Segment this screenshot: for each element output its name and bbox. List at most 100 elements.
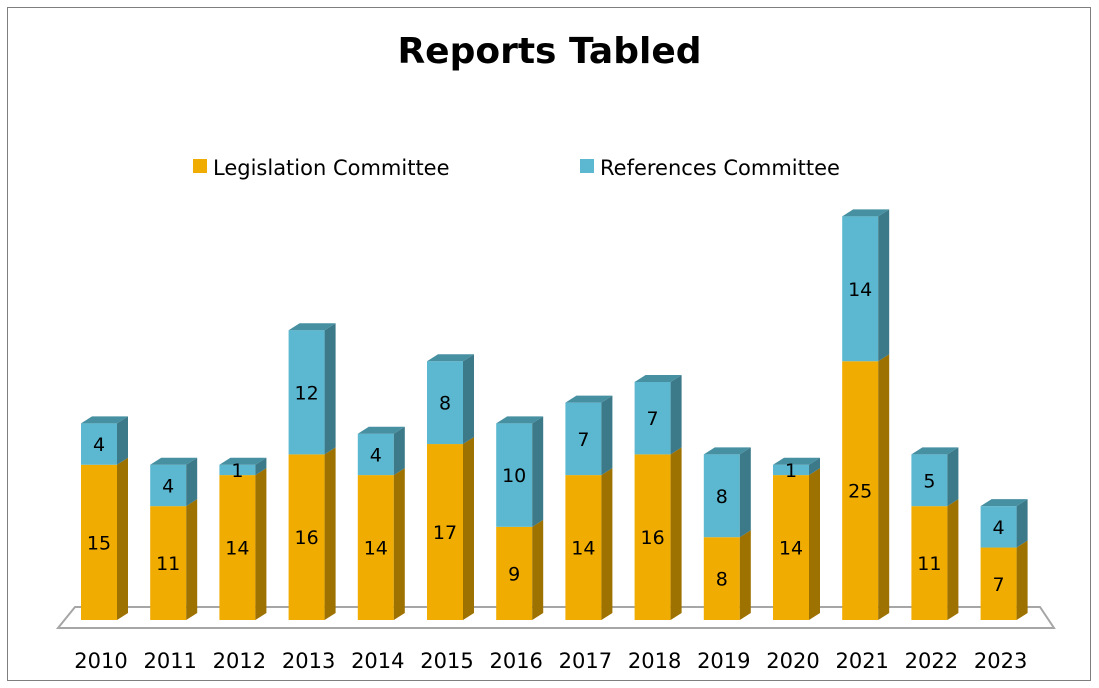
bar-references-2012-top: [219, 457, 267, 465]
x-tick-label-2011: 2011: [143, 649, 196, 673]
bar-legislation-2023-side: [1016, 540, 1028, 620]
x-axis-ticks: 2010 2011 2012 2013 2014 2015 2016 2017 2018 2019…: [74, 649, 1027, 673]
legend-label-references: References Committee: [600, 156, 840, 180]
x-tick-label-2013: 2013: [282, 649, 335, 673]
bar-legislation-2022-front: [911, 506, 948, 620]
bar-references-2010-front: [81, 423, 117, 465]
data-label-references-2021: 14: [848, 279, 872, 301]
bar-legislation-2016-front: [496, 526, 533, 620]
bar-legislation-2020-front: [773, 475, 809, 620]
bar-references-2016-top: [496, 416, 544, 424]
bar-references-2017: [565, 395, 613, 476]
bar-legislation-2017: [565, 468, 613, 620]
bar-references-2016: [496, 416, 544, 527]
bar-references-2013-side: [324, 323, 336, 455]
bar-references-2021-side: [878, 209, 890, 362]
bar-legislation-2021-front: [842, 361, 879, 620]
bar-references-2012-side: [255, 457, 267, 476]
bar-legislation-2020-side: [809, 468, 820, 620]
data-label-legislation-2014: 14: [364, 538, 388, 560]
data-label-legislation-2015: 17: [433, 522, 457, 544]
bar-references-2020-side: [809, 457, 820, 476]
data-labels: 15 4 11 4 14 1 16 12 14 4 17 8 9 10 14 7 16 7 8 8 14 1 25 14 11 5…: [87, 279, 1005, 596]
bar-legislation-2022: [911, 499, 959, 620]
bar-references-2014-side: [393, 426, 405, 476]
bar-references-2015-top: [427, 354, 474, 362]
bar-references-2021-front: [842, 216, 879, 362]
chart-floor: [55, 606, 1056, 629]
bar-references-2019-front: [703, 454, 740, 538]
bar-legislation-2013-side: [324, 447, 336, 620]
chart-title: Reports Tabled: [397, 31, 702, 72]
bar-references-2013: [288, 323, 336, 455]
bar-references-2011-top: [150, 457, 198, 465]
bar-references-2010-top: [81, 416, 128, 424]
data-label-references-2011: 4: [162, 475, 174, 497]
data-label-legislation-2017: 14: [571, 538, 595, 560]
bar-references-2014-top: [357, 426, 405, 434]
data-label-references-2019: 8: [716, 486, 728, 508]
bar-legislation-2023: [980, 540, 1028, 620]
data-label-references-2018: 7: [647, 408, 659, 430]
bar-references-2022-side: [947, 447, 959, 507]
bar-legislation-2014-side: [393, 468, 405, 620]
bar-legislation-2012-side: [255, 468, 267, 620]
bar-references-2010: [81, 416, 128, 465]
x-tick-label-2018: 2018: [628, 649, 681, 673]
data-label-references-2017: 7: [577, 429, 589, 451]
data-label-references-2010: 4: [93, 434, 105, 456]
bar-references-2018-front: [634, 381, 671, 455]
data-label-references-2015: 8: [439, 393, 451, 415]
data-label-references-2023: 4: [993, 517, 1005, 539]
x-tick-label-2023: 2023: [974, 649, 1027, 673]
bar-references-2013-top: [288, 323, 336, 331]
chart-floor-plane: [55, 606, 1056, 629]
bar-legislation-2011-side: [186, 499, 198, 620]
bar-references-2023: [980, 499, 1028, 548]
bar-references-2012-front: [219, 464, 256, 476]
legend-swatch-legislation: [193, 159, 207, 173]
bar-references-2020-top: [773, 457, 820, 465]
bar-legislation-2016: [496, 519, 544, 620]
bar-references-2017-top: [565, 395, 613, 403]
bar-references-2021-top: [842, 209, 890, 217]
bar-references-2018-top: [634, 374, 682, 382]
bar-legislation-2018-front: [634, 454, 671, 620]
bars: [81, 209, 1028, 620]
bar-legislation-2010-side: [117, 457, 128, 620]
data-label-legislation-2018: 16: [641, 527, 665, 549]
bar-references-2017-front: [565, 402, 602, 476]
data-label-references-2014: 4: [370, 444, 382, 466]
bar-references-2019: [703, 447, 751, 538]
legend: Legislation Committee References Committ…: [193, 156, 840, 180]
bar-references-2021: [842, 209, 890, 362]
bar-legislation-2010-front: [81, 464, 117, 620]
data-label-legislation-2010: 15: [87, 532, 111, 554]
bar-references-2011-front: [150, 464, 187, 507]
bar-legislation-2017-front: [565, 475, 602, 620]
bar-references-2012: [219, 457, 267, 476]
bar-references-2015: [427, 354, 474, 445]
bar-references-2019-side: [739, 447, 751, 538]
bar-legislation-2021-side: [878, 354, 890, 620]
bar-references-2011-side: [186, 457, 198, 507]
data-label-legislation-2023: 7: [993, 574, 1005, 596]
x-tick-label-2020: 2020: [766, 649, 819, 673]
bar-references-2022-top: [911, 447, 959, 455]
bar-legislation-2021: [842, 354, 890, 620]
bar-legislation-2011-front: [150, 506, 187, 620]
data-label-references-2022: 5: [923, 470, 935, 492]
x-tick-label-2012: 2012: [213, 649, 266, 673]
x-tick-label-2022: 2022: [905, 649, 958, 673]
bar-legislation-2015-side: [463, 437, 474, 620]
data-label-legislation-2022: 11: [917, 553, 941, 575]
bar-legislation-2020: [773, 468, 820, 620]
legend-swatch-references: [580, 159, 594, 173]
x-tick-label-2015: 2015: [420, 649, 473, 673]
bar-legislation-2015-front: [427, 444, 463, 620]
bar-legislation-2019-side: [739, 530, 751, 620]
bar-legislation-2015: [427, 437, 474, 620]
x-tick-label-2016: 2016: [489, 649, 542, 673]
bar-legislation-2019: [703, 530, 751, 620]
data-label-legislation-2020: 14: [779, 538, 803, 560]
